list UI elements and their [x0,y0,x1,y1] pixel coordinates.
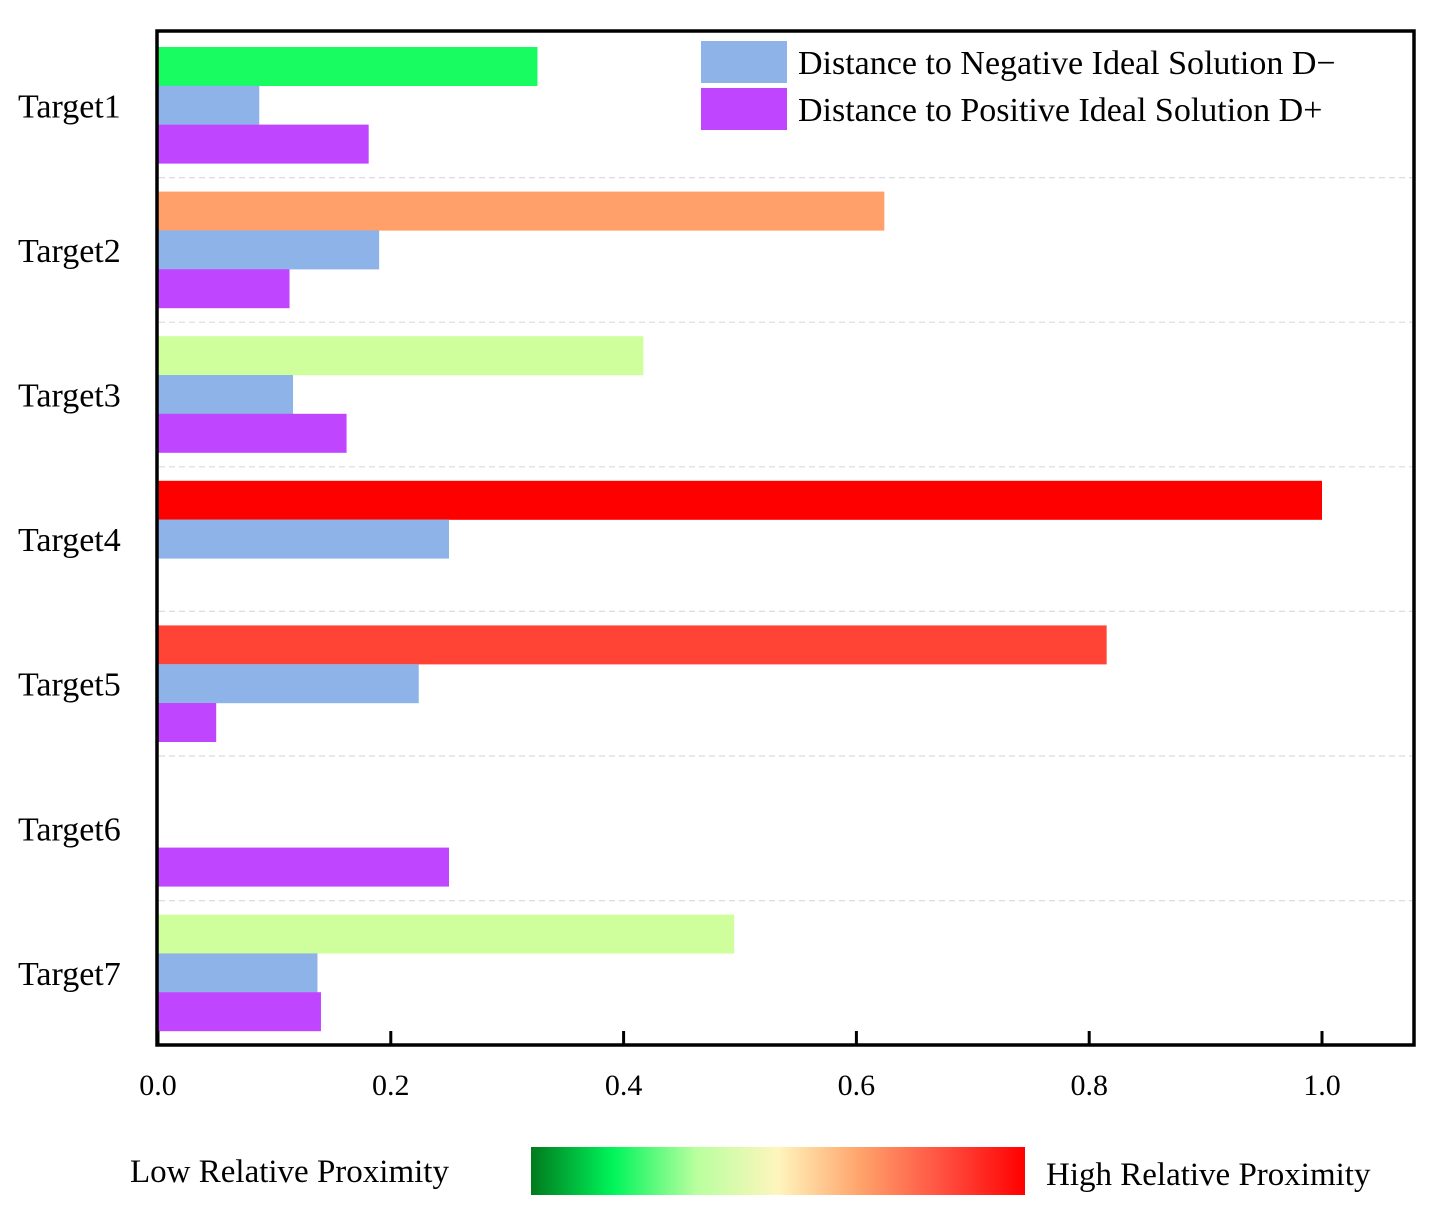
bar-target1-series-3 [158,124,369,164]
y-tick-label: Target5 [18,667,121,704]
x-tick-label: 0.4 [605,1069,643,1102]
y-tick-label: Target1 [18,88,121,125]
legend-swatch [701,88,787,130]
legend-label: Distance to Negative Ideal Solution D− [798,45,1336,82]
bar-target7-series-1 [158,914,735,954]
x-tick-label: 0.2 [372,1069,410,1102]
grid-lines [159,177,1412,902]
colorbar-high-label: High Relative Proximity [1046,1157,1371,1193]
plot-frame [155,29,1416,1047]
bar-target1-series-2 [158,85,260,125]
legend: Distance to Negative Ideal Solution D− Di… [701,41,1336,130]
axes [155,29,1416,1047]
bars [158,47,1322,1032]
y-tick-label: Target3 [18,378,121,415]
legend-swatch [701,41,787,83]
bar-target5-series-1 [158,625,1107,665]
x-tick-label: 0.6 [838,1069,876,1102]
bar-target2-series-1 [158,191,885,231]
bar-target4-series-2 [158,519,449,559]
bar-target4-series-1 [158,480,1322,520]
legend-label: Distance to Positive Ideal Solution D+ [798,92,1322,129]
bar-target7-series-3 [158,992,321,1032]
bar-target5-series-3 [158,703,217,742]
bar-target3-series-1 [158,336,644,376]
y-tick-label: Target6 [18,811,121,848]
x-tick-label: 1.0 [1303,1069,1341,1102]
colorbar-low-label: Low Relative Proximity [130,1154,449,1190]
bar-target3-series-2 [158,375,294,414]
y-tick-label: Target2 [18,233,121,270]
x-tick-label: 0.8 [1070,1069,1108,1102]
bar-target3-series-3 [158,413,347,453]
y-tick-label: Target4 [18,522,121,559]
x-axis-labels: 0.0 0.2 0.4 0.6 0.8 1.0 [139,1069,1341,1102]
colorbar-gradient [531,1147,1025,1195]
x-tick-label: 0.0 [139,1069,177,1102]
bar-target6-series-3 [158,847,449,887]
y-axis-labels: Target1 Target2 Target3 Target4 Target5 Targe… [18,88,121,993]
bar-target7-series-2 [158,953,318,993]
bar-target1-series-1 [158,47,538,86]
bar-target2-series-2 [158,230,380,270]
colorbar: Low Relative Proximity High Relative Prox… [130,1147,1371,1195]
y-tick-label: Target7 [18,956,121,993]
bar-target5-series-2 [158,664,419,704]
bar-target2-series-3 [158,269,290,309]
